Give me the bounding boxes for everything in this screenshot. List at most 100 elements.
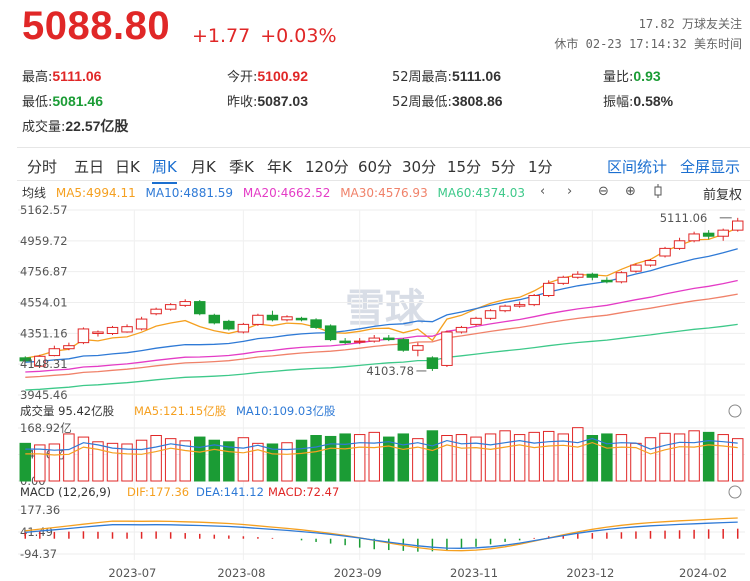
price-grid: [18, 209, 745, 560]
candle-body: [339, 340, 351, 344]
volume-bar: [252, 442, 264, 482]
followers-count[interactable]: 17.82 万球友关注: [638, 17, 742, 31]
zoom-out-icon[interactable]: ⊖: [598, 184, 609, 199]
volume-bar: [659, 432, 671, 482]
candle-body: [295, 317, 308, 321]
volume-bar: [194, 436, 206, 482]
tab-intraday[interactable]: 分时: [27, 158, 58, 176]
volume-bar: [455, 434, 468, 482]
zoom-in-icon[interactable]: ⊕: [625, 184, 636, 199]
macd-dea: DEA:141.12: [196, 485, 264, 499]
candle-body: [164, 304, 177, 310]
ma-line-ma5: [25, 227, 738, 359]
volume-bar: [441, 435, 453, 482]
candle-body: [513, 304, 526, 307]
ma-legend: 均线 MA5:4994.11 MA10:4881.59 MA20:4662.52…: [22, 184, 531, 201]
fullscreen-link[interactable]: 全屏显示: [680, 158, 741, 176]
candle-body: [499, 305, 511, 312]
macd-value: MACD:72.47: [268, 485, 339, 499]
high-label: 5111.06: [660, 211, 708, 225]
volume-bar: [179, 440, 191, 482]
tab-daily-k[interactable]: 日K: [115, 158, 140, 176]
ma10-value: MA10:4881.59: [145, 186, 234, 200]
candle-body: [383, 337, 395, 341]
candle-body: [528, 295, 540, 306]
candle-body: [135, 318, 148, 330]
macd-settings-icon[interactable]: [728, 485, 742, 499]
range-stats-link[interactable]: 区间统计: [607, 158, 668, 176]
tab-5min[interactable]: 5分: [491, 158, 516, 176]
candle-body: [484, 310, 497, 319]
volume-bar: [383, 436, 395, 482]
macd-dif: DIF:177.36: [127, 485, 189, 499]
candle-body: [688, 233, 700, 242]
candle-body: [586, 273, 599, 278]
volume-bar: [266, 443, 279, 482]
volume-bar: [397, 433, 410, 482]
candle-body: [324, 325, 337, 341]
volume-bar: [542, 430, 555, 482]
volume-bar: [310, 435, 322, 482]
tab-30min[interactable]: 30分: [402, 158, 437, 176]
volume-bar: [601, 433, 613, 482]
ma5-value: MA5:4994.11: [55, 186, 136, 200]
stat-52w-low: 52周最低:3808.86: [392, 93, 503, 110]
candle-type-icon[interactable]: [653, 184, 663, 202]
period-tabs: 分时 五日 日K 周K 月K 季K 年K 120分 60分 30分 15分 5分…: [17, 147, 750, 184]
candle-body: [572, 273, 584, 278]
volume-bar: [470, 436, 482, 482]
price-tick: 4351.16: [20, 326, 68, 340]
volume-bar: [281, 442, 293, 482]
volume-bar: [673, 433, 686, 482]
time-tick: 2023-09: [334, 566, 382, 580]
candle-body: [223, 320, 235, 330]
tab-5day[interactable]: 五日: [74, 158, 105, 176]
candle-body: [266, 314, 279, 321]
time-tick: 2023-12: [566, 566, 614, 580]
tab-60min[interactable]: 60分: [358, 158, 393, 176]
volume-bar: [426, 430, 439, 482]
candle-body: [455, 326, 468, 333]
adjust-mode-dropdown[interactable]: 前复权: [702, 188, 742, 203]
candle-body: [63, 345, 75, 350]
candle-body: [717, 229, 729, 237]
price-tick: 4148.31: [20, 357, 68, 371]
tab-15min[interactable]: 15分: [447, 158, 482, 176]
tab-yearly-k[interactable]: 年K: [267, 158, 292, 176]
volume-bar: [557, 433, 569, 482]
volume-bar: [63, 433, 75, 482]
price-tick: 3945.46: [20, 388, 68, 402]
volume-bar: [528, 431, 540, 482]
volume-settings-icon[interactable]: [728, 404, 742, 418]
ma-legend-label[interactable]: 均线: [22, 186, 47, 200]
candle-body: [92, 331, 104, 335]
tab-weekly-k[interactable]: 周K: [152, 158, 177, 184]
tab-1min[interactable]: 1分: [528, 158, 553, 176]
stat-volume: 成交量:22.57亿股: [22, 118, 129, 135]
volume-bar: [412, 438, 424, 482]
volume-bar: [150, 435, 162, 482]
candle-body: [106, 326, 119, 335]
low-label: 4103.78: [366, 364, 414, 378]
next-arrow-icon[interactable]: ›: [567, 184, 573, 199]
volume-bar: [34, 444, 46, 482]
candle-body: [615, 272, 628, 283]
volume-ma10: MA10:109.03亿股: [236, 404, 336, 418]
candle-body: [441, 331, 453, 366]
change-amount: +1.77: [192, 25, 251, 47]
volume-bar: [484, 433, 497, 482]
candle-body: [731, 220, 744, 231]
candle-body: [702, 232, 715, 237]
stat-volume-ratio: 量比:0.93: [603, 68, 661, 85]
tab-quarterly-k[interactable]: 季K: [229, 158, 254, 176]
volume-bar: [324, 435, 337, 482]
prev-arrow-icon[interactable]: ‹: [540, 184, 546, 199]
ma20-value: MA20:4662.52: [242, 186, 331, 200]
tab-120min[interactable]: 120分: [305, 158, 349, 176]
candle-body: [412, 345, 424, 351]
stat-amplitude: 振幅:0.58%: [603, 93, 674, 110]
volume-bar: [295, 439, 308, 482]
volume-ma-line: [25, 441, 738, 456]
tab-monthly-k[interactable]: 月K: [191, 158, 216, 176]
